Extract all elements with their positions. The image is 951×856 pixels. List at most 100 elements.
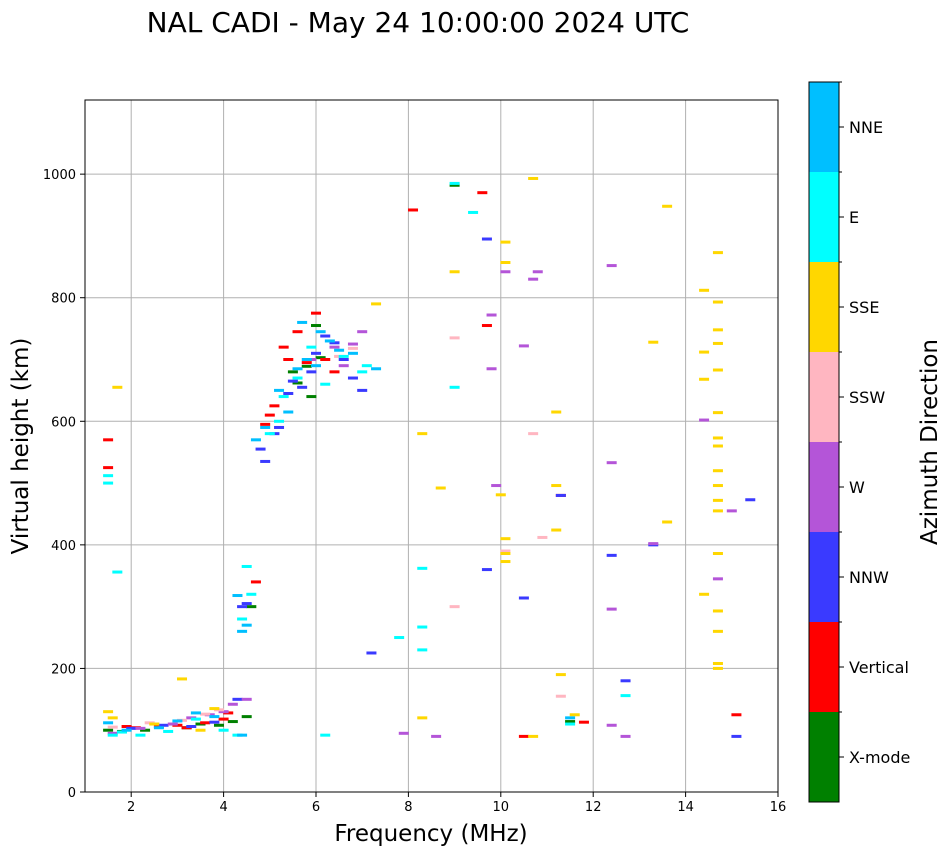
data-point-nne	[347, 351, 358, 355]
data-point-w	[486, 313, 497, 317]
data-point-vertical	[731, 713, 742, 717]
data-point-nne	[237, 629, 248, 633]
data-point-nnw	[320, 334, 331, 338]
y-tick-label: 1000	[43, 168, 76, 183]
data-point-x-mode	[287, 370, 298, 374]
data-point-x-mode	[449, 183, 460, 187]
data-point-nne	[334, 348, 345, 352]
x-ticks: 2 4 6 8 10 12 14 16	[127, 792, 786, 815]
colorbar-segment	[809, 82, 839, 172]
data-point-w	[726, 509, 737, 513]
plot-frame	[84, 99, 779, 793]
data-point-w	[606, 723, 617, 727]
data-point-sse	[712, 484, 723, 488]
data-point-sse	[712, 552, 723, 556]
data-point-e	[190, 717, 201, 721]
data-point-sse	[712, 609, 723, 613]
data-point-vertical	[320, 358, 331, 361]
data-point-x-mode	[315, 356, 326, 360]
data-point-e	[338, 354, 349, 358]
data-point-sse	[500, 260, 511, 264]
data-point-sse	[662, 520, 673, 524]
data-point-w	[218, 710, 229, 714]
data-point-x-mode	[306, 395, 317, 399]
data-point-x-mode	[565, 720, 576, 724]
data-point-sse	[712, 300, 723, 304]
data-point-e	[361, 364, 372, 368]
x-tick-label: 10	[493, 800, 510, 815]
data-point-w	[227, 702, 238, 706]
data-point-vertical	[218, 717, 229, 721]
data-points	[103, 176, 756, 738]
data-point-e	[264, 432, 275, 436]
data-point-e	[107, 733, 118, 737]
colorbar-label-item: X-mode	[849, 748, 910, 767]
data-point-nnw	[283, 391, 294, 395]
data-point-sse	[417, 716, 428, 720]
data-point-vertical	[121, 725, 132, 729]
data-point-x-mode	[246, 605, 257, 609]
data-point-sse	[712, 469, 723, 473]
data-point-nne	[121, 728, 132, 732]
data-point-vertical	[103, 438, 114, 442]
data-point-nne	[292, 367, 303, 371]
data-point-nnw	[311, 351, 321, 355]
x-tick-label: 6	[312, 800, 320, 815]
colorbar-segment	[809, 442, 839, 532]
data-point-x-mode	[301, 364, 312, 368]
data-point-sse	[712, 341, 723, 345]
chart-title: NAL CADI - May 24 10:00:00 2024 UTC	[147, 6, 690, 39]
y-ticks: 0 200 400 600 800 1000	[43, 168, 85, 801]
data-point-ssw	[107, 725, 118, 729]
data-point-nnw	[481, 237, 492, 241]
data-point-e	[417, 648, 428, 652]
data-point-vertical	[518, 734, 529, 738]
x-tick-label: 12	[585, 800, 602, 815]
y-axis-label: Virtual height (km)	[8, 338, 34, 555]
colorbar-segment	[809, 622, 839, 712]
data-point-e	[112, 570, 123, 574]
data-point-nnw	[232, 697, 243, 701]
colorbar-label-item: Vertical	[849, 658, 909, 677]
data-point-x-mode	[311, 324, 321, 328]
data-point-vertical	[283, 358, 294, 361]
data-point-sse	[435, 486, 446, 490]
data-point-nne	[153, 726, 164, 730]
colorbar-label-item: SSW	[849, 388, 885, 407]
data-point-vertical	[292, 330, 303, 334]
data-point-e	[306, 345, 317, 349]
data-point-ssw	[500, 549, 511, 553]
data-point-w	[699, 418, 710, 422]
data-point-x-mode	[227, 720, 238, 724]
colorbar-segment	[809, 532, 839, 622]
data-point-e	[292, 376, 303, 380]
data-point-w	[712, 577, 723, 581]
data-point-vertical	[311, 311, 321, 315]
data-point-sse	[569, 713, 580, 717]
x-tick-label: 16	[770, 800, 787, 815]
data-point-ssw	[449, 336, 460, 340]
data-point-vertical	[200, 721, 211, 725]
data-point-ssw	[528, 432, 539, 436]
data-point-sse	[712, 629, 723, 633]
data-point-w	[431, 734, 442, 738]
data-point-vertical	[103, 466, 114, 470]
data-point-nne	[241, 623, 252, 627]
data-point-w	[167, 722, 178, 726]
colorbar-label-item: SSE	[849, 298, 879, 317]
data-point-sse	[699, 377, 710, 381]
data-point-sse	[712, 368, 723, 372]
data-point-sse	[528, 734, 539, 738]
data-point-nne	[209, 715, 220, 719]
data-point-e	[218, 728, 229, 732]
data-point-sse	[449, 270, 460, 274]
colorbar-label: Azimuth Direction	[917, 339, 943, 545]
data-point-nnw	[745, 498, 756, 502]
data-point-vertical	[481, 324, 492, 328]
data-point-x-mode	[140, 728, 151, 732]
data-point-e	[468, 210, 479, 214]
data-point-e	[103, 474, 114, 478]
colorbar-label-item: E	[849, 208, 859, 227]
data-point-sse	[648, 340, 659, 344]
data-point-w	[620, 734, 631, 738]
